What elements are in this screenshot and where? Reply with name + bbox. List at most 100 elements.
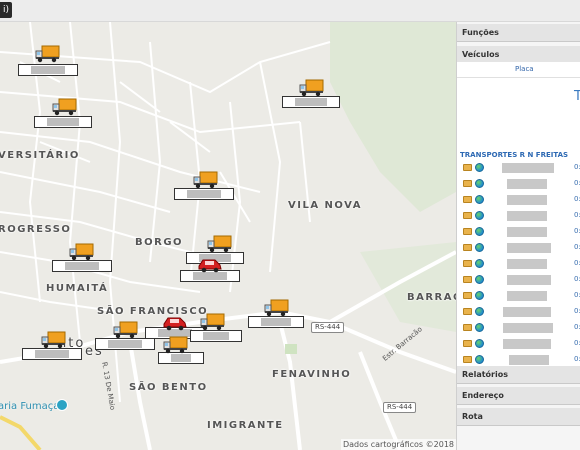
truck-icon[interactable]	[264, 298, 290, 318]
list-item[interactable]: 0:	[457, 256, 580, 272]
vehicle-plate-label[interactable]	[52, 260, 112, 272]
globe-icon[interactable]	[475, 243, 484, 252]
truck-icon[interactable]	[207, 234, 233, 254]
place-barraca: BARRACÃ	[407, 292, 456, 303]
plate-redaction	[295, 98, 327, 106]
vehicle-plate-label[interactable]	[18, 64, 78, 76]
place-fenavinho: FENAVINHO	[272, 369, 352, 380]
plate-redaction	[507, 195, 547, 205]
car-icon[interactable]	[197, 254, 223, 274]
plate-redaction	[502, 163, 554, 173]
vehicle-plate-label[interactable]	[248, 316, 304, 328]
plate-redaction	[187, 190, 221, 198]
globe-icon[interactable]	[475, 275, 484, 284]
folder-icon[interactable]	[463, 228, 472, 235]
list-item[interactable]: 0:	[457, 208, 580, 224]
truck-icon[interactable]	[299, 78, 325, 98]
poi-pin-icon[interactable]	[56, 399, 68, 411]
vehicle-plate-label[interactable]	[95, 338, 155, 350]
plate-redaction	[503, 307, 551, 317]
folder-icon[interactable]	[463, 244, 472, 251]
truck-icon[interactable]	[200, 312, 226, 332]
folder-icon[interactable]	[463, 260, 472, 267]
list-item[interactable]: 0:	[457, 320, 580, 336]
truck-icon[interactable]	[41, 330, 67, 350]
truck-icon[interactable]	[35, 44, 61, 64]
list-item[interactable]: 0:	[457, 304, 580, 320]
folder-icon[interactable]	[463, 292, 472, 299]
section-relatorios[interactable]: Relatórios	[457, 366, 580, 384]
row-time: 0:	[574, 179, 580, 187]
row-time: 0:	[574, 323, 580, 331]
row-time: 0:	[574, 355, 580, 363]
vehicle-plate-label[interactable]	[22, 348, 82, 360]
folder-icon[interactable]	[463, 276, 472, 283]
row-time: 0:	[574, 163, 580, 171]
vehicle-plate-label[interactable]	[34, 116, 92, 128]
list-item[interactable]: 0:	[457, 288, 580, 304]
section-rota[interactable]: Rota	[457, 408, 580, 426]
list-item[interactable]: 0:	[457, 192, 580, 208]
plate-redaction	[47, 118, 79, 126]
plate-redaction	[507, 259, 547, 269]
group-name[interactable]: TRANSPORTES R N FREITAS	[460, 151, 569, 159]
folder-icon[interactable]	[463, 180, 472, 187]
list-item[interactable]: 0:	[457, 352, 580, 368]
globe-icon[interactable]	[475, 227, 484, 236]
truck-icon[interactable]	[69, 242, 95, 262]
folder-icon[interactable]	[463, 324, 472, 331]
globe-icon[interactable]	[475, 259, 484, 268]
side-panel: Funções Veículos Placa T TRANSPORTES R N…	[456, 22, 580, 450]
top-tag[interactable]: i)	[0, 2, 12, 18]
vehicle-plate-label[interactable]	[282, 96, 340, 108]
plate-redaction	[507, 243, 551, 253]
folder-icon[interactable]	[463, 340, 472, 347]
truck-icon[interactable]	[163, 335, 189, 355]
plate-redaction	[507, 275, 551, 285]
folder-icon[interactable]	[463, 164, 472, 171]
folder-icon[interactable]	[463, 212, 472, 219]
folder-icon[interactable]	[463, 356, 472, 363]
list-item[interactable]: 0:	[457, 224, 580, 240]
truck-icon[interactable]	[113, 320, 139, 340]
globe-icon[interactable]	[475, 163, 484, 172]
place-imigrante: IMIGRANTE	[207, 420, 284, 431]
globe-icon[interactable]	[475, 179, 484, 188]
truck-icon[interactable]	[193, 170, 219, 190]
plate-redaction	[65, 262, 99, 270]
globe-icon[interactable]	[475, 307, 484, 316]
placa-column-header[interactable]: Placa	[515, 65, 534, 73]
list-item[interactable]: 0:	[457, 240, 580, 256]
list-item[interactable]: 0:	[457, 336, 580, 352]
vehicle-plate-label[interactable]	[190, 330, 242, 342]
place-sao-francisco: SÃO FRANCISCO	[97, 306, 209, 317]
row-time: 0:	[574, 211, 580, 219]
truck-icon[interactable]	[52, 97, 78, 117]
folder-icon[interactable]	[463, 196, 472, 203]
section-endereco[interactable]: Endereço	[457, 387, 580, 405]
row-time: 0:	[574, 227, 580, 235]
globe-icon[interactable]	[475, 291, 484, 300]
list-item[interactable]: 0:	[457, 160, 580, 176]
plate-redaction	[507, 227, 547, 237]
globe-icon[interactable]	[475, 195, 484, 204]
plate-redaction	[35, 350, 69, 358]
plate-redaction	[261, 318, 291, 326]
row-time: 0:	[574, 243, 580, 251]
vehicle-plate-label[interactable]	[174, 188, 234, 200]
list-item[interactable]: 0:	[457, 272, 580, 288]
globe-icon[interactable]	[475, 355, 484, 364]
globe-icon[interactable]	[475, 323, 484, 332]
globe-icon[interactable]	[475, 211, 484, 220]
row-time: 0:	[574, 339, 580, 347]
vehicle-plate-label[interactable]	[180, 270, 240, 282]
section-funcoes[interactable]: Funções	[457, 24, 580, 42]
car-icon[interactable]	[162, 312, 188, 332]
map-view[interactable]: VERSITÁRIO ROGRESSO BORGO HUMAITÁ SÃO FR…	[0, 22, 456, 450]
plate-redaction	[507, 211, 547, 221]
folder-icon[interactable]	[463, 308, 472, 315]
list-item[interactable]: 0:	[457, 176, 580, 192]
row-time: 0:	[574, 195, 580, 203]
globe-icon[interactable]	[475, 339, 484, 348]
